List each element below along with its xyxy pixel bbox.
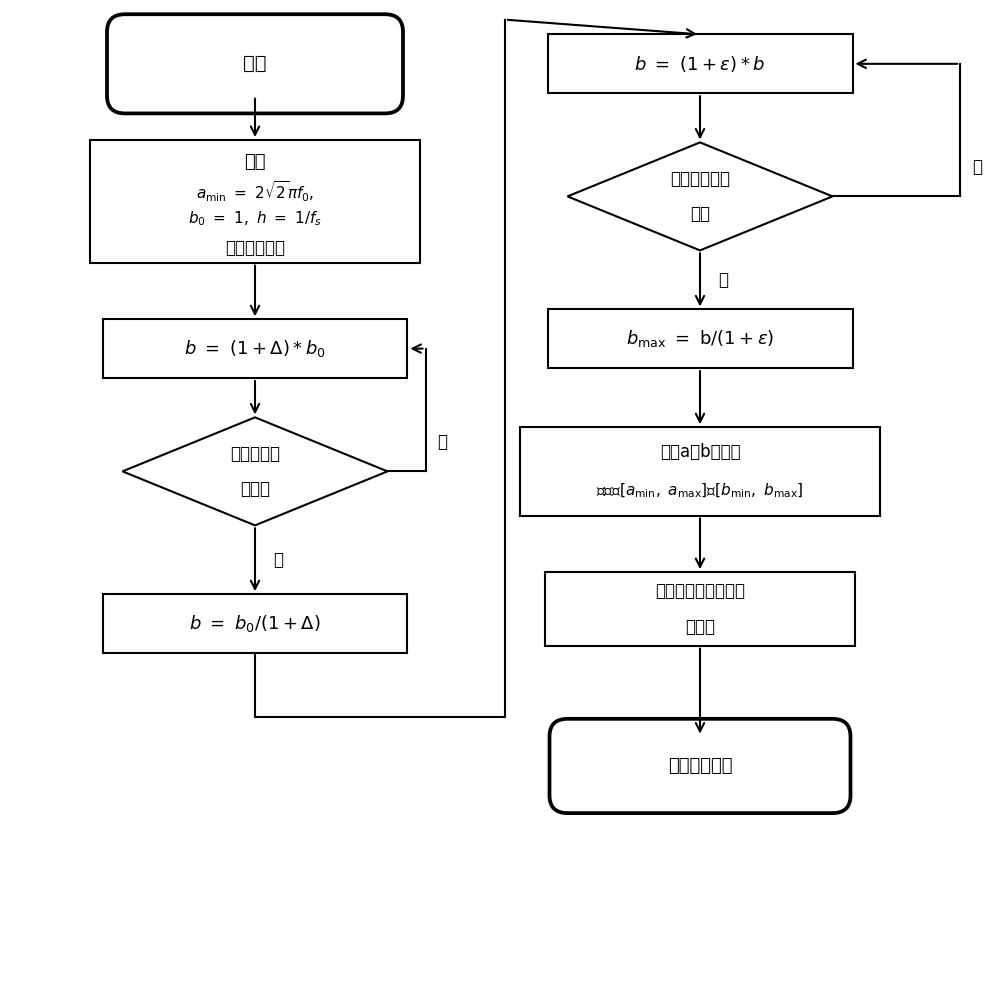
FancyBboxPatch shape bbox=[549, 719, 850, 813]
Text: 参数a和b的范围: 参数a和b的范围 bbox=[660, 443, 740, 461]
Text: 量子粒子群自适应随: 量子粒子群自适应随 bbox=[655, 582, 745, 600]
Polygon shape bbox=[122, 417, 388, 525]
Bar bbox=[548, 309, 852, 368]
Text: 系统输出是否: 系统输出是否 bbox=[670, 170, 730, 188]
Bar bbox=[90, 140, 420, 262]
Text: $a_{\rm min}\ =\ 2\sqrt{2}\pi f_0$,: $a_{\rm min}\ =\ 2\sqrt{2}\pi f_0$, bbox=[196, 179, 314, 204]
Text: $b_{\rm max}\ =\ {\rm b}/(1+\varepsilon)$: $b_{\rm max}\ =\ {\rm b}/(1+\varepsilon)… bbox=[626, 328, 774, 350]
Text: $b\ =\ (1+\varepsilon)*b$: $b\ =\ (1+\varepsilon)*b$ bbox=[634, 54, 766, 74]
Text: 否: 否 bbox=[972, 158, 982, 176]
Polygon shape bbox=[567, 142, 832, 250]
Text: 是: 是 bbox=[273, 551, 283, 569]
FancyBboxPatch shape bbox=[107, 14, 403, 114]
Text: 开始: 开始 bbox=[243, 54, 267, 74]
Text: 发散: 发散 bbox=[690, 205, 710, 223]
Text: $b\ =\ (1+\Delta)*b_0$: $b\ =\ (1+\Delta)*b_0$ bbox=[184, 338, 326, 359]
Text: $b\ =\ b_0/(1+\Delta)$: $b\ =\ b_0/(1+\Delta)$ bbox=[189, 613, 321, 634]
Text: 系统输出是: 系统输出是 bbox=[230, 445, 280, 463]
Bar bbox=[548, 34, 852, 93]
Text: 分别为$[a_{\rm min},\ a_{\rm max}]$和$[b_{\rm min},\ b_{\rm max}]$: 分别为$[a_{\rm min},\ a_{\rm max}]$和$[b_{\r… bbox=[596, 482, 804, 500]
Text: 参数: 参数 bbox=[244, 153, 266, 171]
Text: 是: 是 bbox=[718, 271, 728, 289]
Text: $b_0\ =\ 1,\ h\ =\ 1/f_s$: $b_0\ =\ 1,\ h\ =\ 1/f_s$ bbox=[188, 209, 322, 229]
Text: 随机共振系统: 随机共振系统 bbox=[225, 240, 285, 257]
Text: 输出检频结果: 输出检频结果 bbox=[668, 757, 732, 775]
Text: 否: 否 bbox=[438, 433, 448, 451]
Bar bbox=[545, 572, 855, 646]
Text: 机共振: 机共振 bbox=[685, 618, 715, 635]
Bar bbox=[520, 427, 880, 516]
Bar bbox=[103, 319, 408, 378]
Text: 否发散: 否发散 bbox=[240, 480, 270, 498]
Bar bbox=[103, 594, 408, 653]
